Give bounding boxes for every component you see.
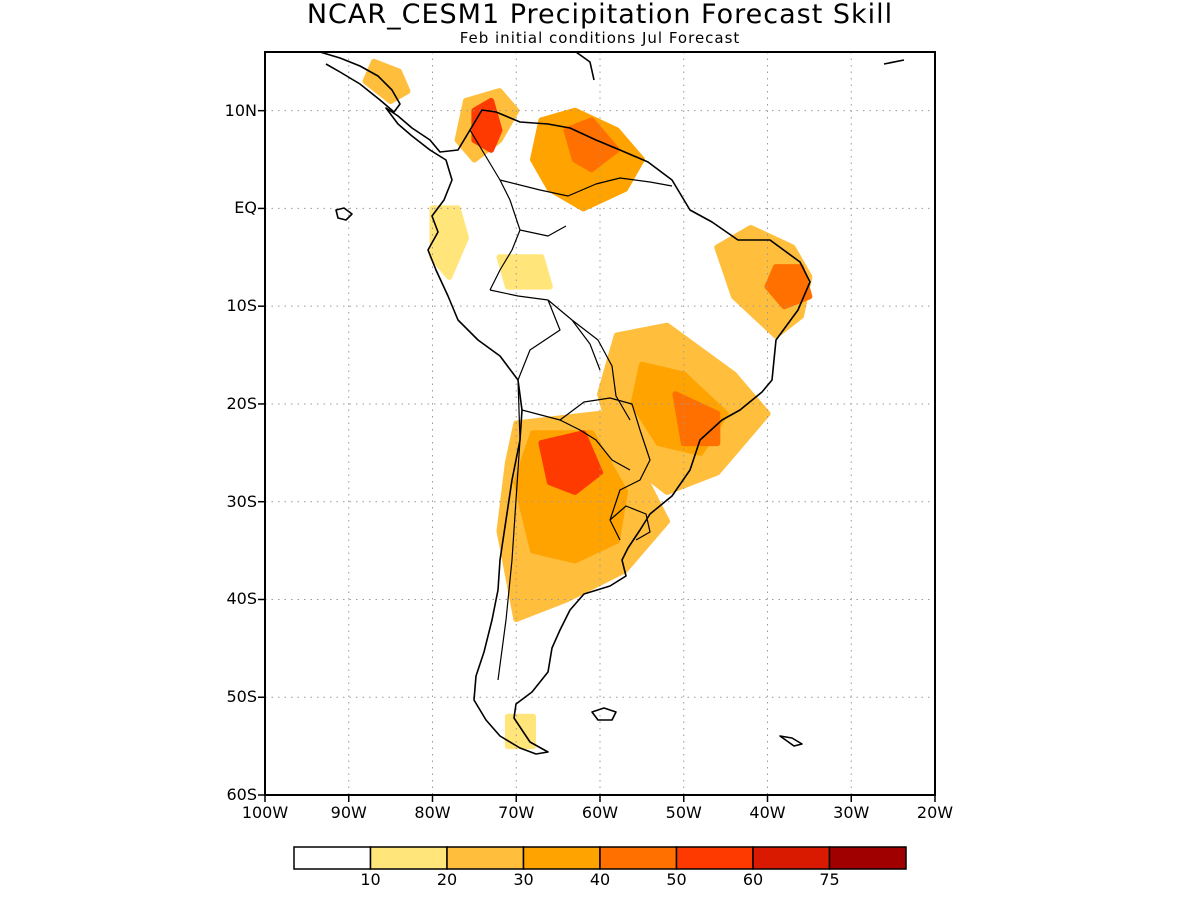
skill-region-ne-brazil-core: [764, 264, 813, 310]
skill-region-central-america: [362, 58, 411, 104]
south-georgia-outline: [779, 735, 803, 747]
x-tick-label: 60W: [581, 803, 619, 822]
colorbar-swatch: [293, 846, 372, 870]
colorbar-label: 60: [742, 870, 764, 889]
skill-region-patagonia-tip: [504, 713, 536, 750]
colorbar-swatch: [599, 846, 678, 870]
y-tick-label: 10N: [224, 100, 257, 120]
map-subtitle: Feb initial conditions Jul Forecast: [459, 29, 741, 47]
skill-region-chaco-core: [538, 430, 603, 495]
y-tick-label: 30S: [226, 491, 257, 511]
y-tick-label: 20S: [226, 393, 257, 413]
x-tick-label: 20W: [916, 803, 954, 822]
colorbar: [293, 846, 907, 870]
y-tick-label: 10S: [226, 296, 257, 316]
border-lines: [469, 129, 673, 681]
x-tick-label: 80W: [414, 803, 451, 822]
colorbar-label: 10: [360, 870, 381, 889]
skill-region-ecuador: [429, 205, 469, 280]
skill-region-central-brazil-core: [672, 391, 721, 447]
colorbar-label: 30: [513, 870, 534, 889]
x-tick-label: 30W: [833, 803, 870, 822]
colorbar-swatch: [675, 846, 754, 870]
colorbar-swatch: [522, 846, 601, 870]
y-tick-label: 50S: [226, 687, 257, 707]
y-tick-label: EQ: [234, 198, 257, 218]
colorbar-swatch: [752, 846, 831, 870]
skill-region-amazon-west: [496, 254, 553, 290]
y-tick-label: 60S: [226, 785, 257, 804]
colorbar-swatch: [828, 846, 907, 870]
colorbar-swatch: [369, 846, 448, 870]
central-america-outline: [319, 52, 401, 113]
coastline: [319, 52, 905, 755]
x-tick-label: 90W: [330, 803, 367, 822]
colorbar-label: 20: [436, 870, 458, 889]
colorbar-label: 40: [589, 870, 611, 889]
y-tick-label: 40S: [226, 589, 257, 609]
x-tick-label: 100W: [241, 803, 289, 822]
south-america-outline: [385, 107, 811, 755]
x-tick-label: 50W: [665, 803, 702, 822]
galapagos-outline: [335, 207, 353, 221]
x-tick-label: 40W: [749, 803, 786, 822]
colorbar-label: 50: [666, 870, 687, 889]
x-tick-label: 70W: [498, 803, 535, 822]
skill-region-ne-brazil: [714, 225, 813, 339]
skill-field: [362, 58, 813, 750]
caribbean-outline: [575, 52, 905, 81]
gridlines: [258, 52, 936, 802]
colorbar-swatch: [446, 846, 525, 870]
colorbar-label: 75: [819, 870, 840, 889]
falklands-outline: [591, 707, 617, 721]
plot-frame: [264, 51, 936, 796]
map-title: NCAR_CESM1 Precipitation Forecast Skill: [306, 0, 894, 30]
